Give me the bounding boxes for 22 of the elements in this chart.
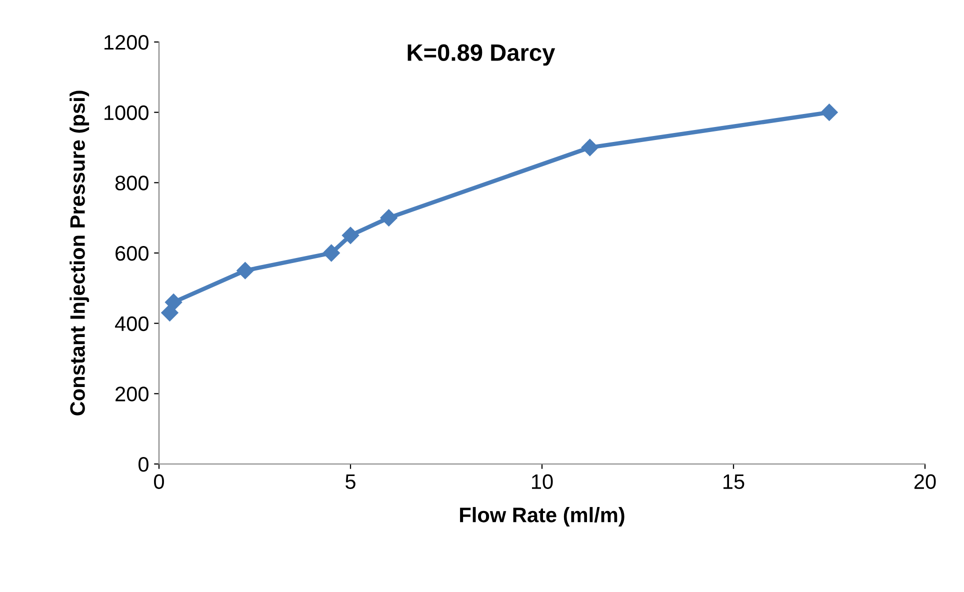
x-tick-label: 0 — [154, 474, 164, 490]
y-tick-label: 0 — [138, 457, 148, 472]
x-tick-label: 15 — [724, 474, 744, 490]
x-tick-label: 10 — [532, 474, 553, 490]
point — [236, 262, 254, 280]
y-axis-title: Constant Injection Pressure (psi) — [70, 90, 90, 416]
point — [165, 294, 182, 311]
point — [380, 209, 398, 226]
point — [322, 244, 340, 262]
x-tick-label: 5 — [346, 474, 356, 490]
point — [820, 104, 838, 121]
y-tick-label: 200 — [116, 386, 148, 402]
y-tick-label: 1200 — [104, 35, 148, 50]
annotation: K=0.89 Darcy — [408, 44, 556, 66]
y-tick-label: 800 — [115, 176, 148, 190]
x-tick-label: 20 — [914, 474, 936, 490]
y-tick-label: 600 — [116, 246, 148, 261]
point — [342, 226, 360, 244]
x-axis-title: Flow Rate (ml/m) — [460, 507, 624, 526]
y-tick-label: 1000 — [104, 105, 148, 120]
y-tick-label: 400 — [115, 316, 148, 332]
point — [581, 138, 598, 156]
